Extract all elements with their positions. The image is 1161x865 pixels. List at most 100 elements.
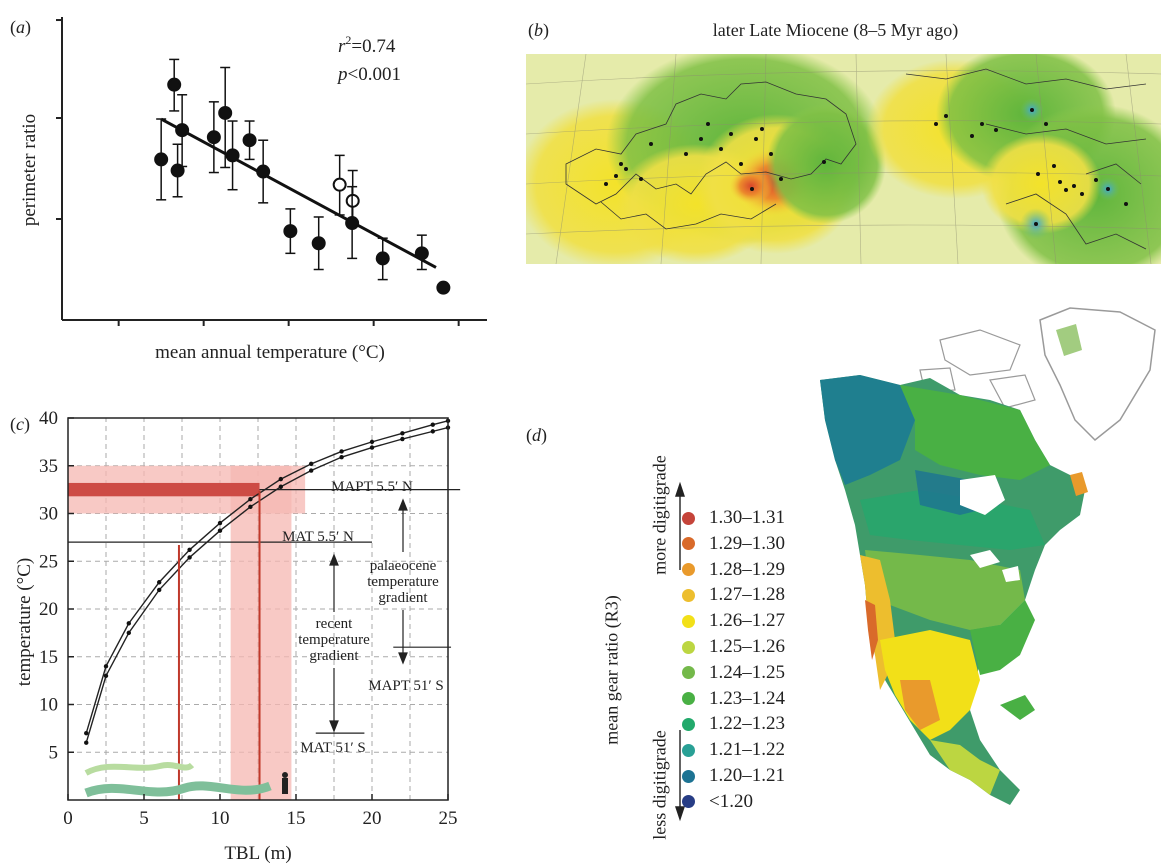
a-data-point: [414, 246, 429, 261]
mat-n-label: MAT 5.5′ N: [282, 529, 354, 545]
d-legend-swatch: [682, 666, 695, 680]
a-data-point: [311, 236, 326, 251]
c-series-point: [187, 555, 192, 560]
a-data-point: [154, 152, 169, 167]
c-series-point: [217, 528, 223, 533]
miocene-heat-map: [526, 54, 1161, 264]
d-legend-swatch: [682, 588, 695, 602]
d-legend-label: 1.24–1.25: [709, 661, 785, 683]
c-y-tick-label: 35: [39, 456, 58, 477]
d-legend-item: 1.21–1.22: [682, 738, 785, 762]
mapt-n-label: MAPT 5.5′ N: [331, 479, 413, 495]
c-series-point: [339, 449, 344, 454]
c-x-axis-label: TBL (m): [224, 843, 291, 864]
panel-a-scatter-chart: (a) perimeter ratio mean annual temperat…: [10, 17, 487, 363]
mapt-s-label: MAPT 51′ S: [368, 678, 444, 694]
c-series-point: [430, 422, 435, 427]
d-legend-swatch: [682, 692, 695, 706]
c-series-point: [369, 439, 375, 445]
c-y-tick-label: 10: [39, 695, 58, 716]
a-data-point: [436, 280, 451, 295]
c-y-axis-label: temperature (°C): [14, 558, 35, 686]
recent-gradient-line2: temperature: [298, 632, 370, 648]
d-legend-label: 1.29–1.30: [709, 532, 785, 554]
small-animal-silhouette: [84, 762, 195, 776]
a-data-point: [167, 77, 182, 92]
a-data-point: [170, 163, 185, 178]
c-x-tick-label: 10: [211, 808, 230, 829]
panel-d-label: (d): [526, 425, 547, 445]
panel-c-line-chart: (c) 0 5 10 15 20 25 5 10 15 20 25 30 35 40 TBL (m) te…: [10, 408, 461, 864]
d-legend-swatch: [682, 537, 695, 551]
panel-d: (d) mean gear ratio (R3) more digitigrad…: [520, 300, 1161, 865]
c-x-tick-label: 20: [363, 808, 382, 829]
c-series-point: [430, 429, 435, 434]
c-series-point: [187, 547, 192, 552]
a-data-point: [256, 164, 271, 179]
c-series-point: [126, 621, 131, 626]
d-legend-item: 1.24–1.25: [682, 661, 785, 685]
d-legend-label: 1.22–1.23: [709, 713, 785, 735]
c-series-point: [84, 730, 89, 736]
d-legend-item: 1.28–1.29: [682, 558, 785, 582]
c-series-point: [400, 436, 405, 442]
a-p-stat: p<0.001: [336, 64, 401, 85]
d-legend-item: <1.20: [682, 790, 753, 814]
c-series-line-1: [85, 420, 449, 734]
d-legend-label: 1.23–1.24: [709, 687, 785, 709]
mat-s-label: MAT 51′ S: [300, 740, 366, 756]
c-y-tick-label: 15: [39, 647, 58, 668]
c-series-point: [278, 476, 283, 482]
d-legend-label: 1.28–1.29: [709, 558, 785, 580]
d-legend-swatch: [682, 743, 695, 757]
d-legend-item: 1.22–1.23: [682, 712, 785, 736]
d-legend-label: 1.27–1.28: [709, 584, 785, 606]
a-regression-line: [160, 117, 437, 269]
palaeo-gradient-line1: palaeocene: [370, 558, 437, 574]
d-legend-swatch: [682, 769, 695, 783]
d-legend-item: 1.30–1.31: [682, 506, 785, 530]
a-data-point: [206, 130, 221, 145]
d-legend-label: 1.26–1.27: [709, 610, 785, 632]
a-data-point: [345, 216, 360, 231]
a-data-point: [242, 133, 257, 148]
d-legend-label: 1.25–1.26: [709, 636, 785, 657]
c-series-line-2: [85, 426, 449, 743]
c-y-tick-label: 30: [39, 504, 58, 525]
c-series-point: [309, 468, 314, 473]
panel-a-label: (a): [10, 17, 31, 38]
a-data-point: [218, 105, 233, 120]
d-legend-item: 1.26–1.27: [682, 609, 785, 633]
d-legend-swatch: [682, 640, 695, 654]
c-series-point: [84, 740, 89, 745]
a-data-point: [332, 177, 347, 192]
a-data-point: [225, 148, 240, 163]
c-y-tick-label: 40: [39, 408, 58, 429]
d-legend-label: <1.20: [709, 790, 753, 812]
c-series-point: [369, 445, 375, 450]
d-legend-item: 1.25–1.26: [682, 635, 785, 659]
d-legend-swatch: [682, 717, 695, 731]
a-x-axis-label: mean annual temperature (°C): [155, 342, 385, 363]
d-legend-swatch: [682, 563, 695, 577]
d-legend-label: 1.20–1.21: [709, 765, 785, 786]
c-series-point: [339, 454, 344, 460]
c-x-tick-label: 15: [287, 808, 306, 829]
a-data-point: [375, 251, 390, 266]
c-y-tick-label: 5: [49, 742, 59, 763]
c-series-point: [400, 431, 405, 436]
panel-c-label: (c): [10, 414, 30, 435]
d-legend-label: 1.21–1.22: [709, 739, 785, 761]
d-legend-item: 1.29–1.30: [682, 532, 785, 556]
c-x-tick-label: 5: [139, 808, 149, 829]
d-legend-swatch: [682, 614, 695, 628]
c-series-point: [157, 587, 162, 593]
c-series-point: [126, 630, 131, 636]
a-data-point: [175, 123, 190, 138]
north-america-gear-ratio-map: [820, 307, 1156, 805]
d-legend-item: 1.20–1.21: [682, 764, 785, 788]
d-legend-label: 1.30–1.31: [709, 507, 785, 528]
c-series-point: [278, 484, 283, 489]
c-series-point: [217, 520, 223, 526]
c-x-tick-label: 25: [439, 808, 458, 829]
